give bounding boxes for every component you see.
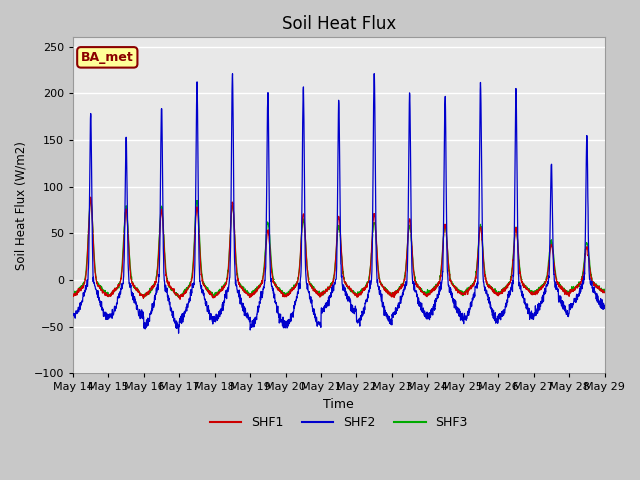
Y-axis label: Soil Heat Flux (W/m2): Soil Heat Flux (W/m2) — [15, 141, 28, 270]
Text: BA_met: BA_met — [81, 51, 134, 64]
Legend: SHF1, SHF2, SHF3: SHF1, SHF2, SHF3 — [205, 411, 473, 434]
Title: Soil Heat Flux: Soil Heat Flux — [282, 15, 396, 33]
X-axis label: Time: Time — [323, 398, 354, 411]
